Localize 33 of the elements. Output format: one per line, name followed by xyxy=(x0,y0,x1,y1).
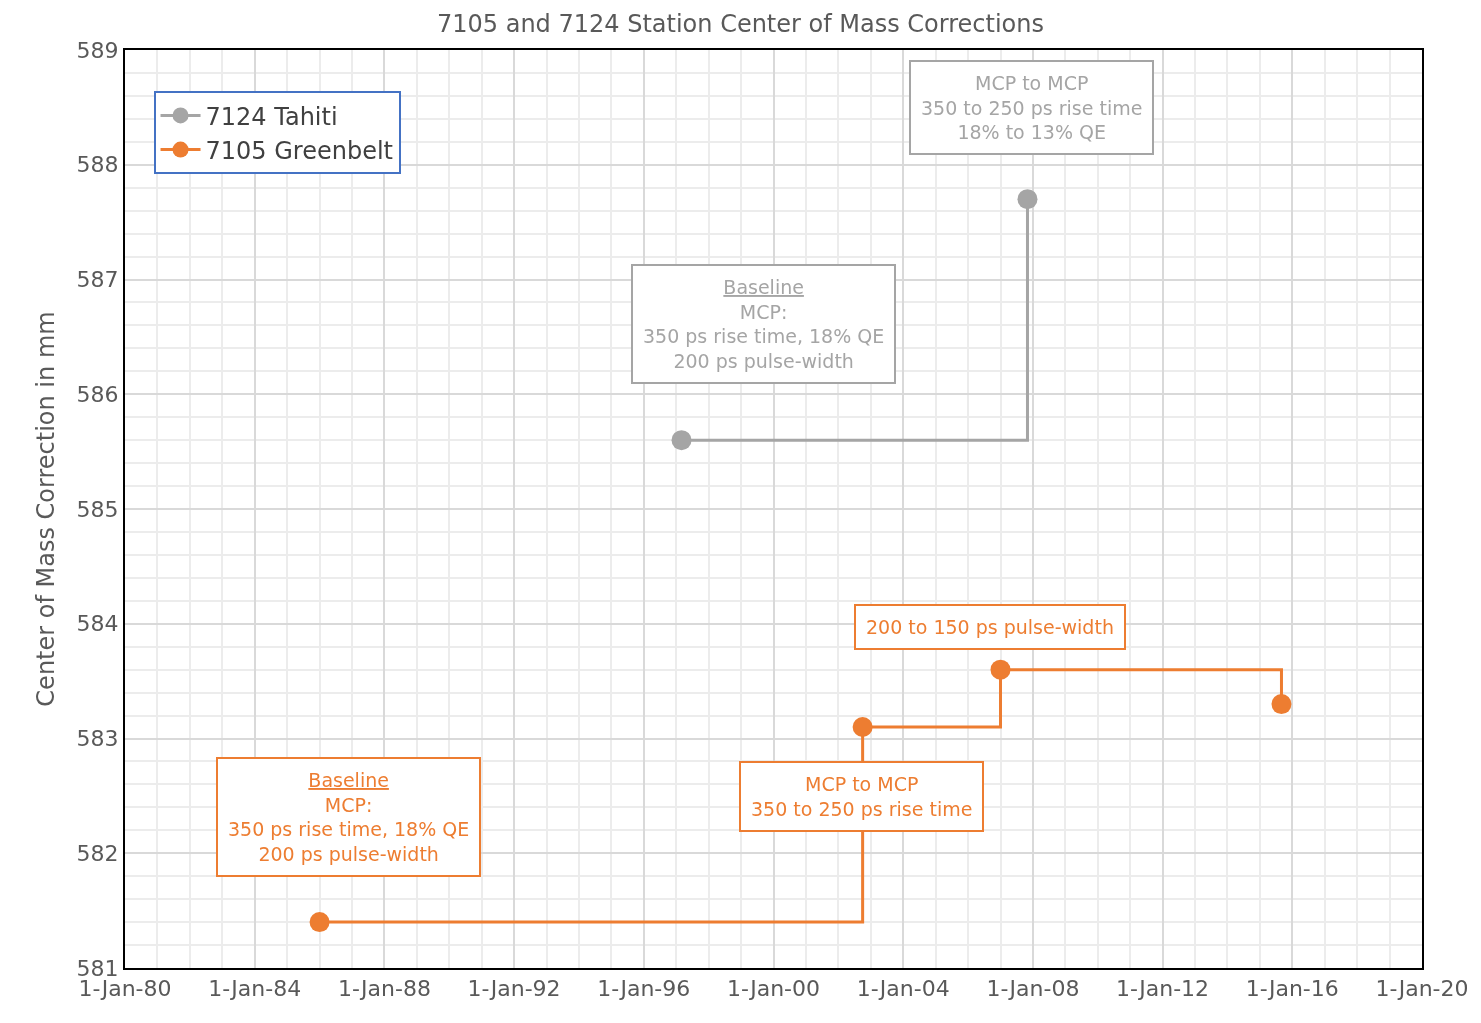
annotation: 200 to 150 ps pulse-width xyxy=(866,616,1114,638)
point xyxy=(671,430,692,451)
legend-label: 7124 Tahiti xyxy=(205,102,338,131)
y-tick-label: 585 xyxy=(76,496,119,522)
y-tick-label: 586 xyxy=(76,381,119,407)
x-tick-label: 1-Jan-08 xyxy=(986,976,1080,1002)
y-tick-label: 589 xyxy=(76,37,119,63)
x-tick-label: 1-Jan-88 xyxy=(337,976,431,1002)
annotation: Baseline MCP: 350 ps rise time, 18% QE 200 ps pulse-width xyxy=(228,769,470,866)
y-tick-label: 583 xyxy=(76,726,119,752)
y-tick-label: 584 xyxy=(76,611,119,637)
point xyxy=(309,912,330,933)
x-tick-label: 1-Jan-92 xyxy=(467,976,561,1002)
legend-label: 7105 Greenbelt xyxy=(205,136,393,165)
annotation: MCP to MCP 350 to 250 ps rise time 18% to 13% QE xyxy=(921,72,1143,144)
x-tick-label: 1-Jan-16 xyxy=(1245,976,1339,1002)
y-tick-label: 587 xyxy=(76,267,119,293)
y-tick-label: 588 xyxy=(76,152,119,178)
point xyxy=(990,659,1011,680)
x-tick-label: 1-Jan-84 xyxy=(208,976,302,1002)
annotation: Baseline MCP: 350 ps rise time, 18% QE 200 ps pulse-width xyxy=(643,276,885,373)
chart-title: 7105 and 7124 Station Center of Mass Corrections xyxy=(436,10,1045,39)
x-tick-label: 1-Jan-20 xyxy=(1375,976,1469,1002)
y-axis-title: Center of Mass Correction in mm xyxy=(32,311,61,707)
annotation: MCP to MCP 350 to 250 ps rise time xyxy=(751,773,973,820)
x-tick-label: 1-Jan-96 xyxy=(597,976,691,1002)
y-tick-label: 582 xyxy=(76,840,119,866)
x-tick-label: 1-Jan-04 xyxy=(856,976,950,1002)
point xyxy=(852,717,873,738)
x-tick-label: 1-Jan-00 xyxy=(726,976,821,1002)
point xyxy=(1017,189,1038,210)
x-tick-label: 1-Jan-12 xyxy=(1116,976,1210,1002)
point xyxy=(1271,694,1292,715)
